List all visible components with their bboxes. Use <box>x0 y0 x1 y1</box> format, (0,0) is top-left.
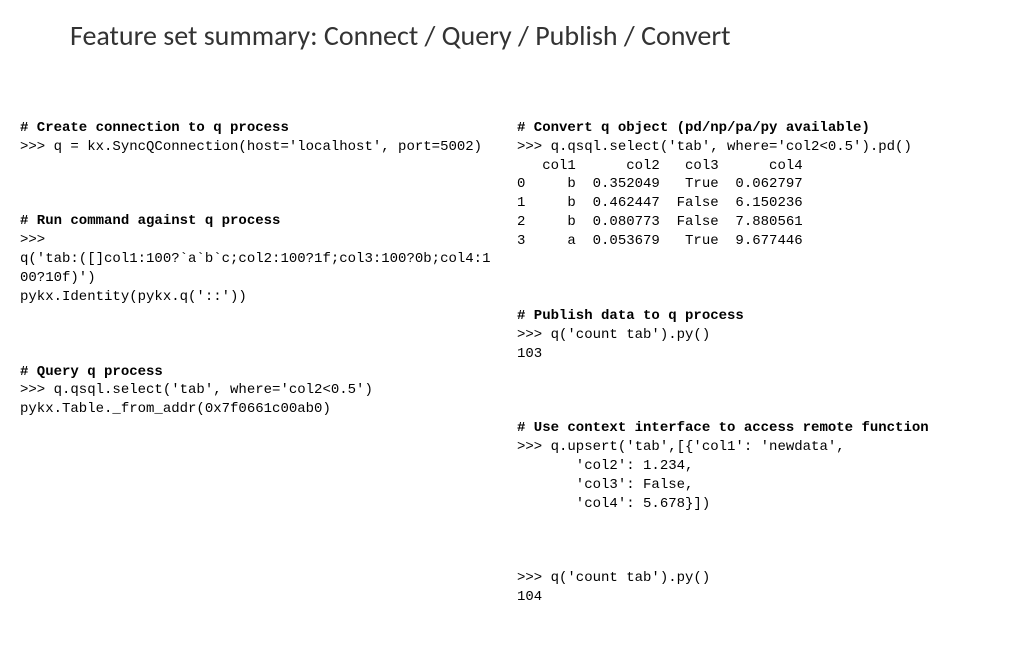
code-line: 'col4': 5.678}]) <box>517 496 710 512</box>
block-convert: # Convert q object (pd/np/pa/py availabl… <box>517 119 994 251</box>
code-line: >>> q.qsql.select('tab', where='col2<0.5… <box>20 382 373 398</box>
code-line: 00?10f)') <box>20 270 96 286</box>
block-context: # Use context interface to access remote… <box>517 419 994 513</box>
code-line: 'col2': 1.234, <box>517 458 693 474</box>
heading-connect: # Create connection to q process <box>20 120 289 136</box>
table-row: 2 b 0.080773 False 7.880561 <box>517 214 803 230</box>
code-line: pykx.Table._from_addr(0x7f0661c00ab0) <box>20 401 331 417</box>
table-row: 3 a 0.053679 True 9.677446 <box>517 233 803 249</box>
code-columns: # Create connection to q process >>> q =… <box>60 81 994 663</box>
block-connect: # Create connection to q process >>> q =… <box>20 119 497 157</box>
left-column: # Create connection to q process >>> q =… <box>20 81 497 663</box>
heading-query: # Query q process <box>20 364 163 380</box>
code-line: >>> q('count tab').py() <box>517 327 710 343</box>
table-row: 0 b 0.352049 True 0.062797 <box>517 176 803 192</box>
code-line: >>> q.upsert('tab',[{'col1': 'newdata', <box>517 439 845 455</box>
code-line: >>> <box>20 232 45 248</box>
block-count2: >>> q('count tab').py() 104 <box>517 569 994 607</box>
code-line: 'col3': False, <box>517 477 693 493</box>
block-query: # Query q process >>> q.qsql.select('tab… <box>20 363 497 420</box>
code-line: q('tab:([]col1:100?`a`b`c;col2:100?1f;co… <box>20 251 490 267</box>
heading-publish: # Publish data to q process <box>517 308 744 324</box>
table-header: col1 col2 col3 col4 <box>517 158 803 174</box>
heading-run: # Run command against q process <box>20 213 280 229</box>
heading-convert: # Convert q object (pd/np/pa/py availabl… <box>517 120 870 136</box>
code-line: 103 <box>517 346 542 362</box>
code-line: >>> q = kx.SyncQConnection(host='localho… <box>20 139 482 155</box>
code-line: >>> q('count tab').py() <box>517 570 710 586</box>
right-column: # Convert q object (pd/np/pa/py availabl… <box>517 81 994 663</box>
code-line: >>> q.qsql.select('tab', where='col2<0.5… <box>517 139 912 155</box>
code-line: pykx.Identity(pykx.q('::')) <box>20 289 247 305</box>
table-row: 1 b 0.462447 False 6.150236 <box>517 195 803 211</box>
block-run: # Run command against q process >>> q('t… <box>20 212 497 306</box>
block-publish: # Publish data to q process >>> q('count… <box>517 307 994 364</box>
page-title: Feature set summary: Connect / Query / P… <box>70 18 994 53</box>
heading-context: # Use context interface to access remote… <box>517 420 929 436</box>
code-line: 104 <box>517 589 542 605</box>
